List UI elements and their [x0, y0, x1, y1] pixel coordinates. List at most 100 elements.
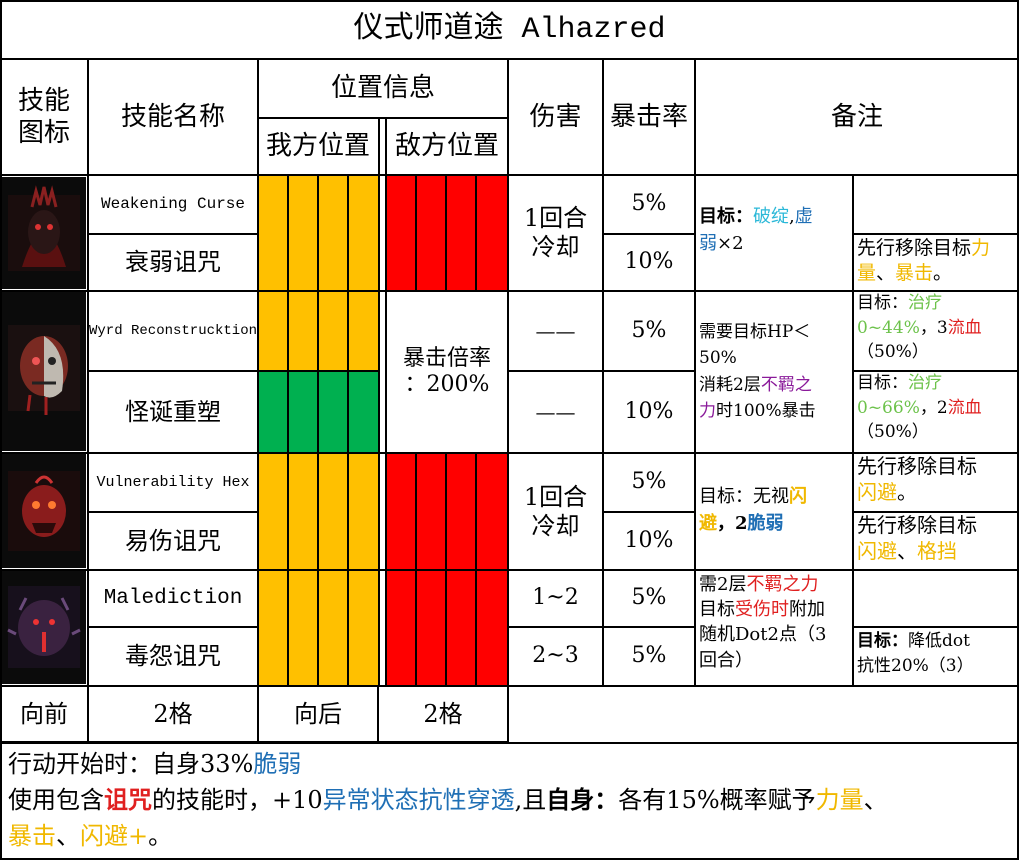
header-position: 位置信息 — [330, 73, 435, 104]
grid-vline — [415, 570, 417, 686]
footer-line2-d: 力量 — [815, 786, 864, 814]
skill-2-note-base-end: （50%） — [857, 342, 929, 363]
grid-hline — [0, 685, 1019, 687]
skill-4-name-en: Malediction — [103, 586, 243, 610]
skill-2-note-main-1a: 需要目标HP＜ — [699, 322, 811, 342]
skill-2-note-base: 目标：治疗 0~44%，3流血 （50%） — [853, 291, 1019, 371]
skill-2-note-up-label: 目标： — [857, 373, 908, 393]
skill-1-note-up-pre: 先行移除目标 — [857, 237, 972, 259]
skill-1-note-sep: , — [789, 206, 795, 227]
footer-line3-a: 暴击 — [8, 822, 56, 850]
footer-line-2: 使用包含诅咒的技能时，+10异常状态抗性穿透,且自身：各有15%概率赋予力量、 — [8, 782, 1011, 818]
skill-4-damage-base: 1~2 — [532, 585, 579, 611]
footer-line-1: 行动开始时：自身33%脆弱 — [8, 746, 1011, 782]
skill-2-crit-base: 5% — [631, 317, 667, 343]
grid-hline — [0, 569, 1019, 571]
skill-3-name-en: Vulnerability Hex — [96, 473, 250, 491]
grid-vline — [602, 60, 604, 686]
grid-hline — [88, 233, 258, 235]
skill-2-name-cn: 怪诞重塑 — [125, 397, 221, 426]
grid-vline — [287, 175, 289, 291]
skill-4-note-up-text: 降低dot — [908, 631, 970, 651]
grid-hline — [88, 511, 258, 513]
footer-notes: 行动开始时：自身33%脆弱 使用包含诅咒的技能时，+10异常状态抗性穿透,且自身… — [0, 742, 1019, 860]
move-back-value: 2格 — [423, 699, 463, 728]
header-crit: 暴击率 — [609, 101, 688, 132]
skill-4-note-l2post: 附加 — [789, 599, 825, 621]
footer-line2-b: 异常状态抗性穿透 — [322, 786, 515, 814]
grid-vline — [475, 453, 477, 570]
skill-2-note-up-a2: 0~66% — [857, 397, 920, 418]
wyrd-reconstruction-icon — [2, 291, 86, 451]
skill-3-note-b: 脆弱 — [747, 513, 784, 534]
grid-hline — [853, 233, 1019, 235]
grid-hline — [508, 370, 695, 372]
skill-2-note-base-a1: 治疗 — [908, 293, 942, 313]
header-name: 技能名称 — [120, 101, 225, 132]
header-icon-line1: 技能 — [17, 86, 70, 117]
skill-2-damage-base: —— — [535, 319, 576, 343]
grid-vline — [317, 371, 319, 453]
enemy-positions-3 — [386, 453, 508, 570]
grid-vline — [445, 175, 447, 291]
enemy-positions-1 — [386, 175, 508, 291]
skill-3-name-cn: 易伤诅咒 — [125, 526, 221, 555]
skill-3-note-up-sep: 、 — [897, 539, 917, 563]
header-icon-line2: 图标 — [17, 117, 70, 148]
skill-4-damage-up: 2~3 — [532, 643, 579, 669]
skill-2-note-up-sep: ，2 — [919, 397, 948, 418]
grid-vline — [257, 60, 259, 742]
grid-hline — [0, 452, 1019, 454]
grid-vline — [0, 60, 2, 742]
skill-3-note-main: 目标：无视闪 避，2脆弱 — [695, 453, 853, 570]
move-forward-label: 向前 — [20, 699, 68, 728]
skill-1-note-up: 先行移除目标力 量、暴击。 — [853, 234, 1019, 291]
grid-vline — [317, 570, 319, 686]
grid-vline — [87, 60, 89, 742]
grid-hline — [853, 626, 1019, 628]
skill-3-note-a2: 避 — [699, 513, 717, 534]
grid-vline — [852, 175, 854, 686]
skill-4-note-main: 需2层不羁之力 目标受伤时附加 随机Dot2点（3 回合） — [695, 570, 853, 686]
skill-2-note-up: 目标：治疗 0~66%，2流血 （50%） — [853, 371, 1019, 453]
grid-vline — [385, 118, 387, 686]
grid-hline — [853, 370, 1019, 372]
grid-vline — [475, 570, 477, 686]
grid-vline — [317, 175, 319, 291]
grid-vline — [347, 175, 349, 291]
weakening-curse-icon — [2, 177, 86, 289]
skill-2-note-base-b: 流血 — [947, 317, 982, 338]
skill-2-note-up-a1: 治疗 — [908, 373, 942, 393]
skill-2-note-main-2-a1: 不羁之 — [760, 374, 812, 395]
skill-3-damage: 1回合 冷却 — [508, 453, 603, 570]
skill-3-note-up-pre: 先行移除目标 — [857, 513, 977, 537]
grid-vline — [287, 453, 289, 570]
skill-4-note-up-l2: 抗性20%（3） — [857, 655, 974, 676]
skill-3-note-up-a: 闪避 — [857, 539, 897, 563]
skill-4-note-l3: 随机Dot2点（3 — [699, 624, 827, 646]
skill-1-damage-line2: 冷却 — [531, 233, 580, 261]
footer-line3-b: 闪避+ — [80, 822, 149, 850]
skill-3-note-base-a: 闪避 — [857, 480, 897, 504]
skill-1-crit-up: 10% — [624, 249, 674, 275]
skill-2-crit-multiplier-line1: 暴击倍率 — [402, 345, 491, 371]
header-icon: 技能 图标 — [0, 60, 88, 175]
skill-3-crit-base: 5% — [631, 469, 667, 495]
skill-2-crit-multiplier: 暴击倍率 ：200% — [386, 291, 508, 453]
skill-3-note-up-b: 格挡 — [917, 539, 957, 563]
grid-vline — [378, 118, 380, 686]
skill-1-damage: 1回合 冷却 — [508, 175, 603, 291]
grid-vline — [287, 371, 289, 453]
skill-2-note-base-sep: ，3 — [919, 317, 948, 338]
skill-1-damage-line1: 1回合 — [523, 204, 588, 233]
grid-vline — [287, 570, 289, 686]
footer-line-3: 暴击、闪避+。 — [8, 818, 1011, 854]
skill-1-note-up-sep: 、 — [876, 261, 896, 284]
grid-vline — [347, 371, 349, 453]
skill-4-note-pre: 需2层 — [699, 574, 747, 595]
skill-1-note-up-a2: 量 — [857, 261, 877, 284]
grid-vline — [1017, 60, 1019, 742]
footer-line2-c: 自身： — [546, 785, 619, 814]
grid-vline — [694, 60, 696, 686]
skill-1-note-up-end: 。 — [933, 261, 953, 284]
